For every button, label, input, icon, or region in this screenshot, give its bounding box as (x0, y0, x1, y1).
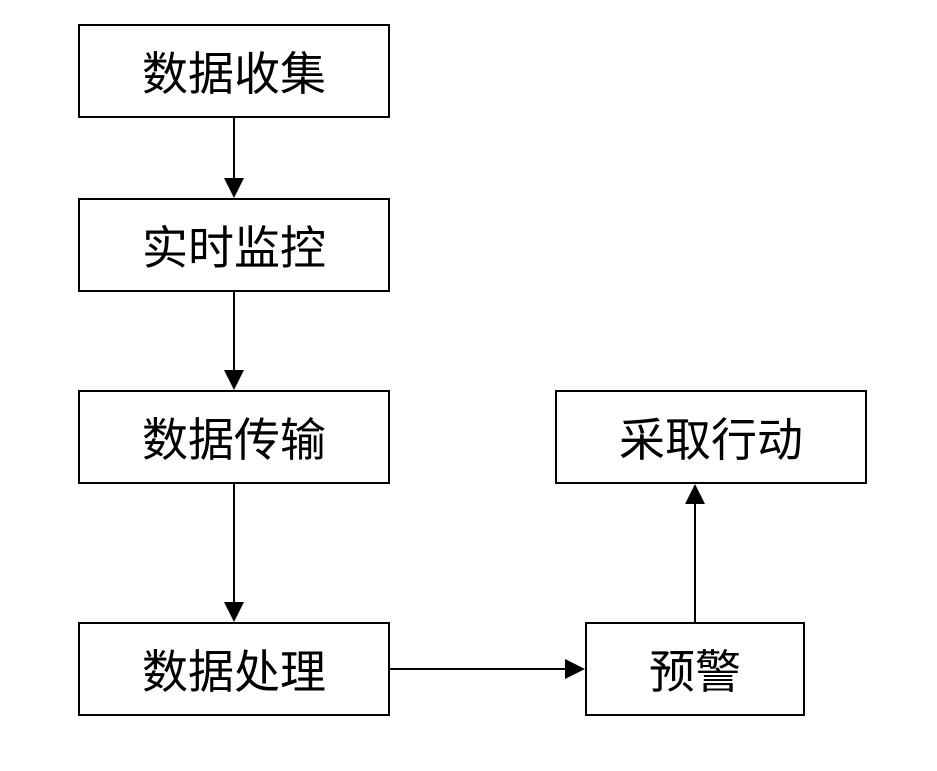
flowchart-node-data-transmission: 数据传输 (78, 390, 390, 484)
flowchart-node-take-action: 采取行动 (555, 390, 867, 484)
node-label: 预警 (649, 636, 741, 702)
flowchart-node-realtime-monitoring: 实时监控 (78, 198, 390, 292)
node-label: 数据收集 (142, 38, 326, 104)
flowchart-node-data-collection: 数据收集 (78, 24, 390, 118)
node-label: 实时监控 (142, 212, 326, 278)
flowchart-node-warning: 预警 (585, 622, 805, 716)
node-label: 采取行动 (619, 404, 803, 470)
node-label: 数据传输 (142, 404, 326, 470)
node-label: 数据处理 (142, 636, 326, 702)
flowchart-node-data-processing: 数据处理 (78, 622, 390, 716)
